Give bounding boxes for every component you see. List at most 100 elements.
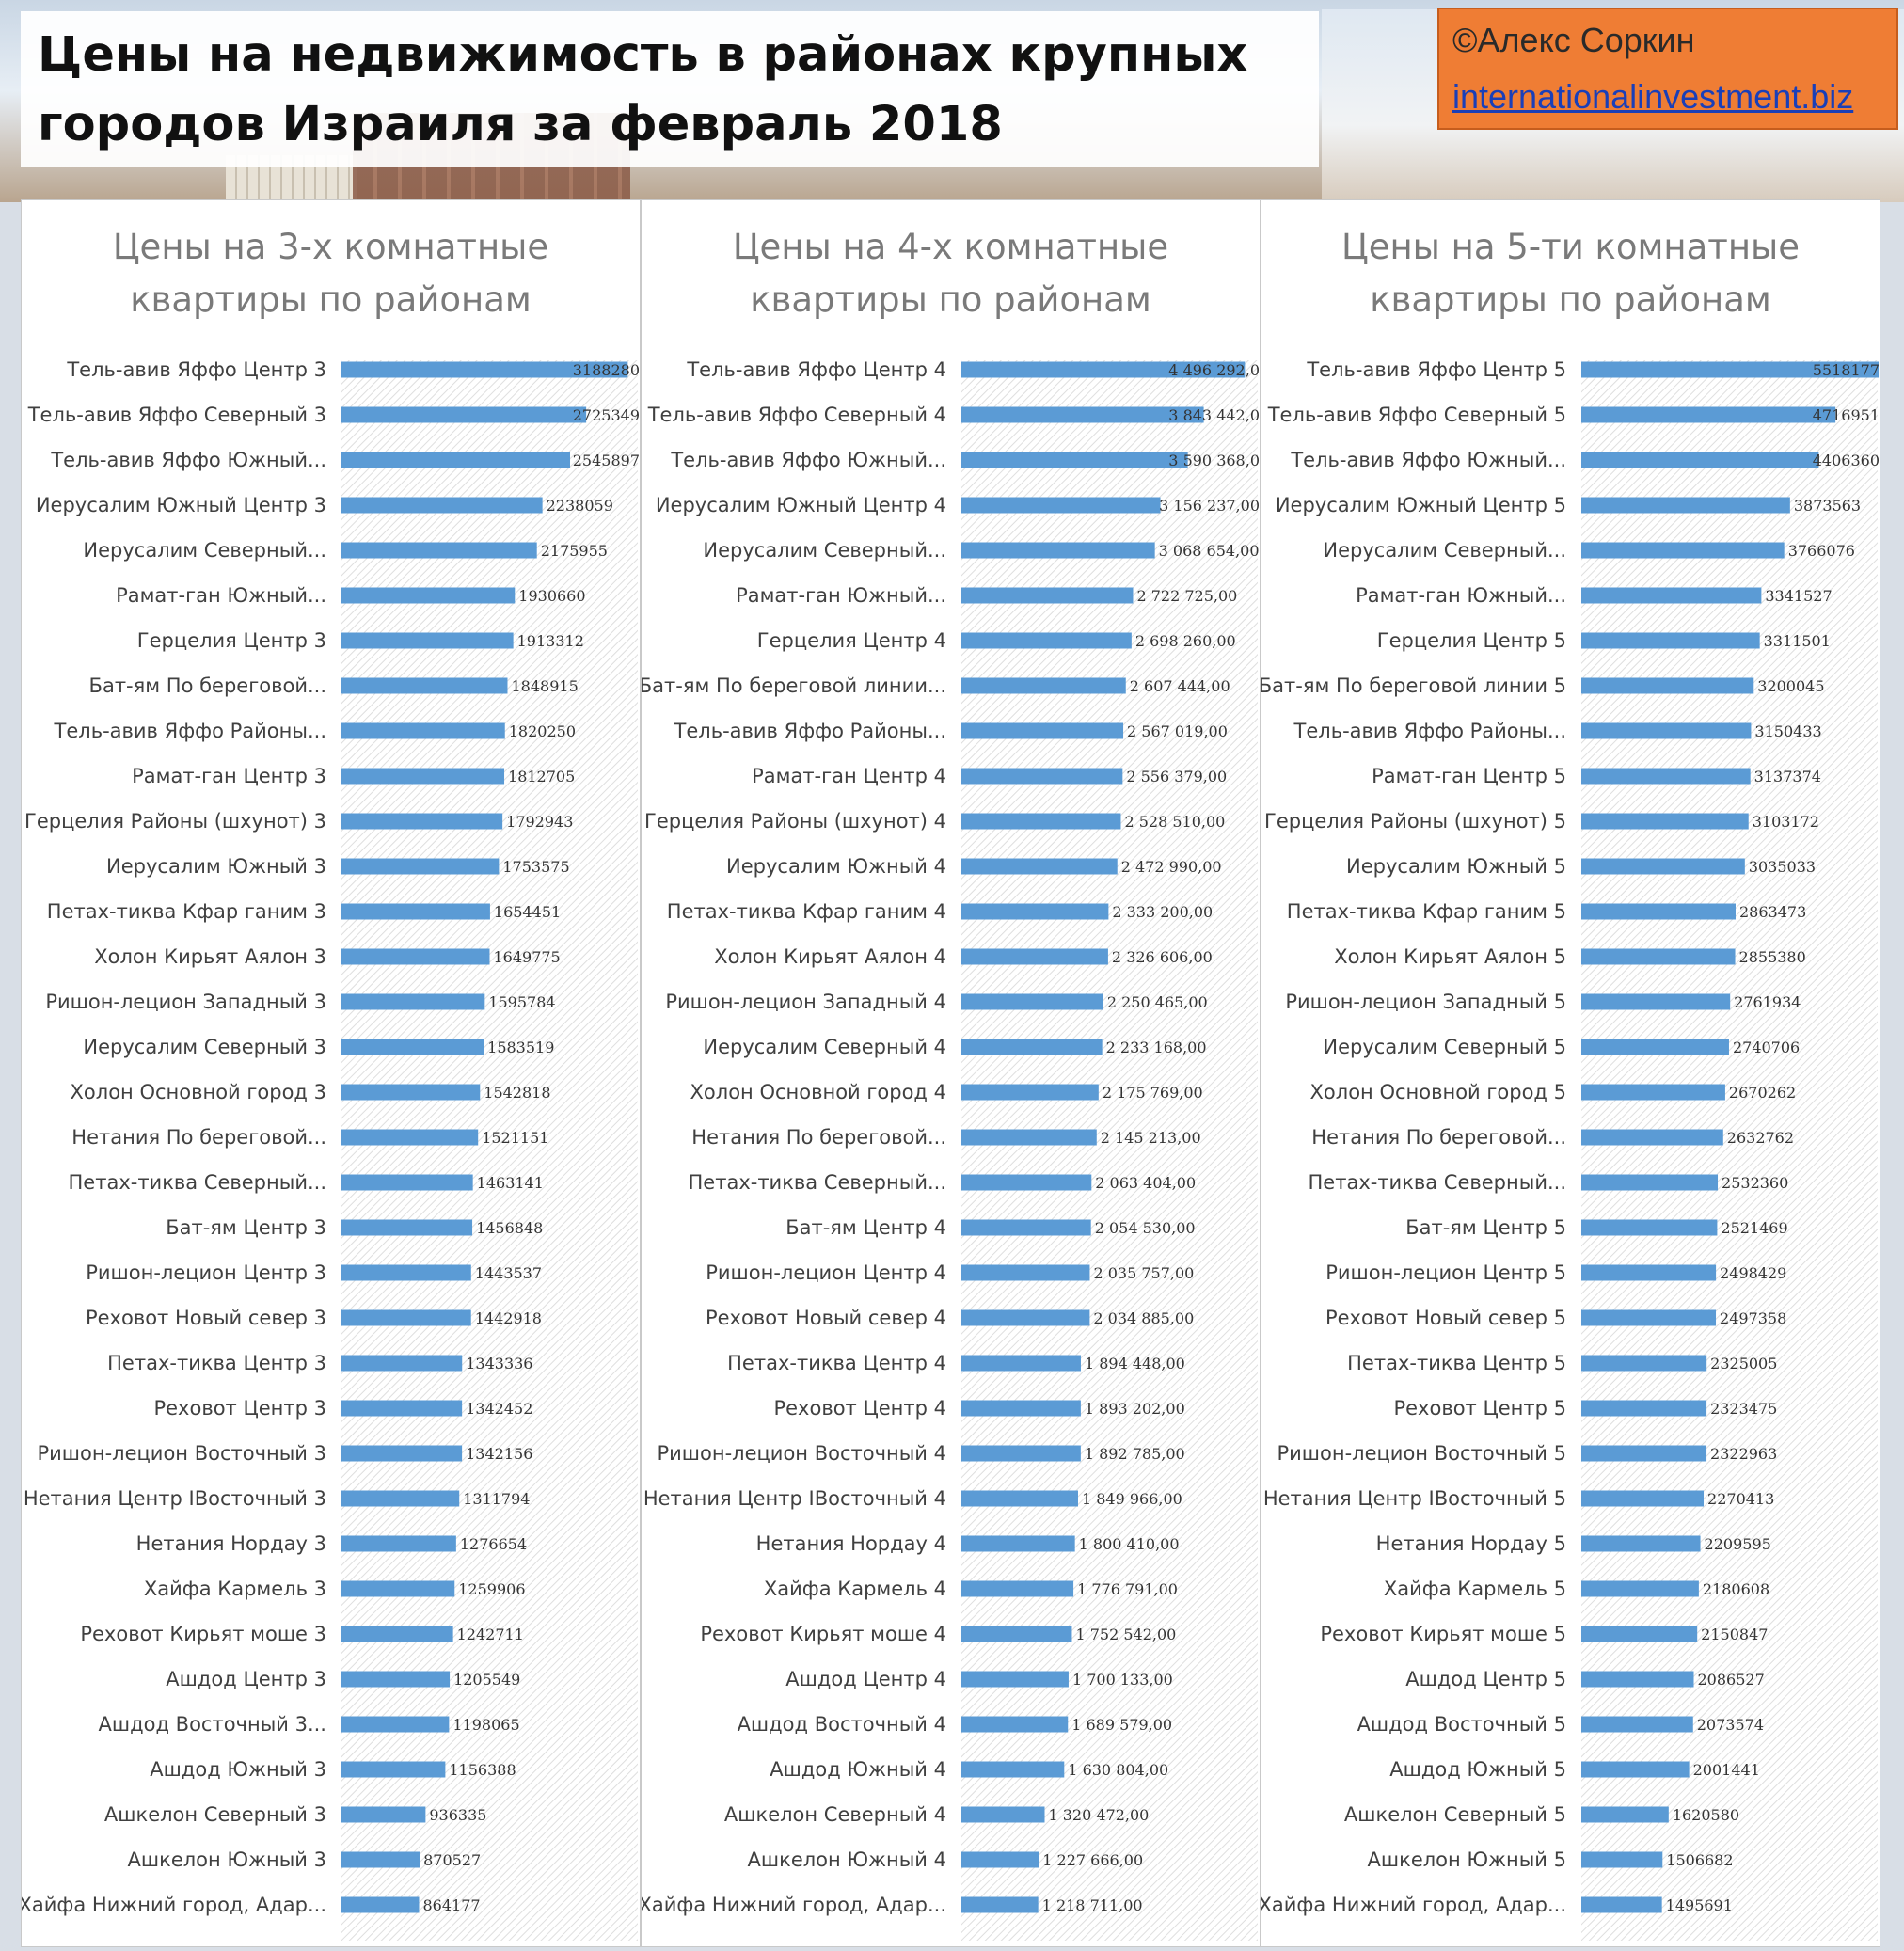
bar xyxy=(1581,632,1760,649)
bar xyxy=(961,452,1188,468)
chart-5-rooms: Цены на 5-ти комнатные квартиры по район… xyxy=(1261,199,1880,1947)
category-label: Холон Кирьят Аялон 3 xyxy=(94,945,326,968)
bar xyxy=(341,452,571,468)
bar xyxy=(341,1400,463,1417)
value-label: 1753575 xyxy=(502,858,569,876)
bar xyxy=(341,1580,455,1597)
value-label: 2073574 xyxy=(1697,1716,1764,1734)
bar xyxy=(341,1264,471,1281)
bar xyxy=(961,1445,1081,1462)
bar xyxy=(961,1535,1075,1552)
bar xyxy=(1581,1309,1717,1326)
bar xyxy=(341,632,514,649)
category-label: Ришон-лецион Восточный 3 xyxy=(37,1442,326,1465)
credit-author: ©Алекс Соркин xyxy=(1452,21,1695,59)
value-label: 936335 xyxy=(429,1806,486,1824)
value-label: 2 722 725,00 xyxy=(1136,587,1237,605)
bar xyxy=(961,406,1204,423)
bar xyxy=(341,1084,481,1101)
page-title: Цены на недвижимость в районах крупных г… xyxy=(38,27,1248,152)
bar xyxy=(1581,1039,1729,1055)
bar xyxy=(961,1490,1078,1507)
value-label: 1242711 xyxy=(457,1626,524,1643)
category-label: Ашдод Центр 4 xyxy=(785,1668,946,1690)
value-label: 2270413 xyxy=(1707,1490,1774,1508)
chart-title: Цены на 3-х комнатные квартиры по района… xyxy=(112,227,549,320)
category-label: Герцелия Центр 5 xyxy=(1377,629,1566,652)
value-label: 1506682 xyxy=(1666,1851,1733,1869)
bar xyxy=(341,1219,473,1236)
bar xyxy=(1581,542,1785,559)
value-label: 2 567 019,00 xyxy=(1127,722,1228,740)
category-label: Тель-авив Яффо Районы... xyxy=(54,720,326,742)
value-label: 2545897 xyxy=(573,452,640,469)
category-label: Нетания По береговой... xyxy=(691,1126,946,1149)
category-label: Герцелия Районы (шхунот) 5 xyxy=(1264,810,1566,833)
bar xyxy=(341,406,587,423)
bar xyxy=(341,1490,460,1507)
category-label: Ришон-лецион Западный 5 xyxy=(1285,991,1566,1013)
value-label: 1 800 410,00 xyxy=(1079,1535,1180,1553)
value-label: 1 752 542,00 xyxy=(1075,1626,1176,1643)
value-label: 1311794 xyxy=(463,1490,530,1508)
credit-site-link[interactable]: internationalinvestment.biz xyxy=(1452,77,1854,116)
bar xyxy=(341,677,508,694)
credit-box: ©Алекс Соркин internationalinvestment.bi… xyxy=(1437,8,1898,130)
bar xyxy=(1581,1671,1694,1688)
chart-title: Цены на 5-ти комнатные квартиры по район… xyxy=(1341,227,1801,320)
value-label: 1 320 472,00 xyxy=(1048,1806,1149,1824)
bar xyxy=(961,813,1121,830)
value-label: 1198065 xyxy=(452,1716,519,1734)
value-label: 2855380 xyxy=(1739,948,1806,966)
category-label: Ашдод Южный 5 xyxy=(1389,1758,1566,1781)
value-label: 1930660 xyxy=(518,587,585,605)
value-label: 3341527 xyxy=(1765,587,1832,605)
value-label: 3188280 xyxy=(573,361,640,379)
value-label: 1259906 xyxy=(458,1580,525,1598)
value-label: 3150433 xyxy=(1754,722,1821,740)
category-label: Хайфа Нижний город, Адар... xyxy=(1261,1894,1566,1916)
category-label: Ашкелон Южный 4 xyxy=(748,1848,946,1871)
value-label: 870527 xyxy=(423,1851,481,1869)
bar xyxy=(1581,587,1762,604)
bar xyxy=(341,1671,451,1688)
value-label: 1205549 xyxy=(453,1671,520,1689)
category-label: Петах-тиква Центр 5 xyxy=(1347,1352,1566,1374)
value-label: 2 472 990,00 xyxy=(1121,858,1222,876)
value-label: 1792943 xyxy=(506,813,573,831)
category-label: Герцелия Районы (шхунот) 3 xyxy=(24,810,326,833)
bar xyxy=(961,1355,1081,1372)
value-label: 2323475 xyxy=(1710,1400,1777,1418)
category-label: Тель-авив Яффо Северный 4 xyxy=(647,404,946,426)
category-label: Иерусалим Южный 3 xyxy=(106,855,326,878)
chart-3-rooms-plot: Тель-авив Яффо Центр 3 3188280 Тель-авив Я… xyxy=(22,358,640,1941)
category-label: Тель-авив Яффо Районы... xyxy=(674,720,946,742)
bar xyxy=(341,1129,479,1146)
bar xyxy=(1581,361,1880,378)
bar xyxy=(341,361,628,378)
bar xyxy=(1581,1264,1717,1281)
category-label: Петах-тиква Центр 4 xyxy=(727,1352,946,1374)
value-label: 1 700 133,00 xyxy=(1072,1671,1173,1689)
bar xyxy=(1581,1400,1707,1417)
bar xyxy=(1581,1761,1690,1778)
category-label: Ашдод Восточный 5 xyxy=(1357,1713,1566,1736)
category-label: Петах-тиква Кфар ганим 5 xyxy=(1287,900,1566,923)
bar xyxy=(1581,768,1751,785)
chart-5-rooms-plot: Тель-авив Яффо Центр 5 5518177 Тель-авив Я… xyxy=(1261,358,1880,1941)
bar xyxy=(961,768,1123,785)
bar xyxy=(1581,948,1736,965)
value-label: 3137374 xyxy=(1754,768,1821,785)
category-label: Рамат-ган Южный... xyxy=(736,584,946,607)
bar xyxy=(1581,903,1736,920)
bar xyxy=(341,1716,450,1733)
value-label: 1463141 xyxy=(477,1174,544,1192)
value-label: 1649775 xyxy=(493,948,560,966)
category-label: Бат-ям Центр 3 xyxy=(166,1216,326,1239)
value-label: 1 893 202,00 xyxy=(1085,1400,1185,1418)
category-label: Реховот Кирьят моше 5 xyxy=(1320,1623,1566,1645)
bar xyxy=(341,1851,420,1868)
bar xyxy=(961,1851,1039,1868)
bar xyxy=(1581,1806,1669,1823)
category-label: Иерусалим Северный 5 xyxy=(1323,1036,1566,1058)
